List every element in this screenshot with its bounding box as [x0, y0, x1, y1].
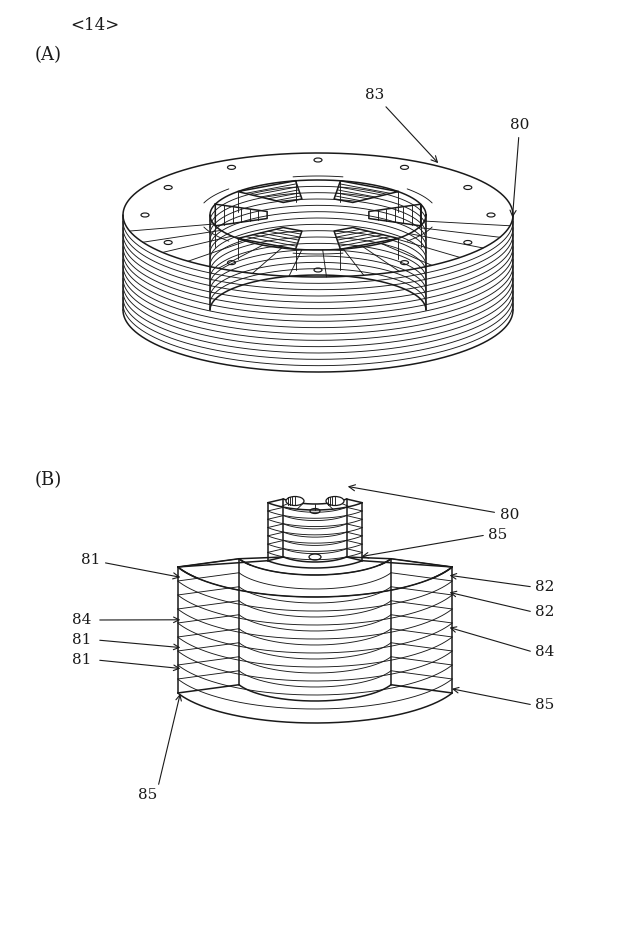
Text: 85: 85	[535, 698, 554, 712]
Text: 81: 81	[72, 653, 92, 667]
Text: 81: 81	[81, 553, 179, 579]
Text: 80: 80	[510, 118, 529, 216]
Ellipse shape	[286, 496, 304, 506]
Text: 85: 85	[488, 528, 508, 542]
Text: 81: 81	[72, 633, 92, 647]
Text: 82: 82	[535, 580, 554, 594]
Text: 85: 85	[138, 788, 157, 802]
Text: (A): (A)	[35, 46, 62, 64]
Text: 84: 84	[535, 645, 554, 659]
Text: 83: 83	[365, 88, 437, 163]
Text: <14>: <14>	[70, 17, 120, 34]
Ellipse shape	[326, 496, 344, 506]
Text: (B): (B)	[35, 471, 62, 489]
Text: 84: 84	[72, 613, 92, 627]
Text: 82: 82	[535, 605, 554, 619]
Text: 80: 80	[349, 484, 520, 522]
